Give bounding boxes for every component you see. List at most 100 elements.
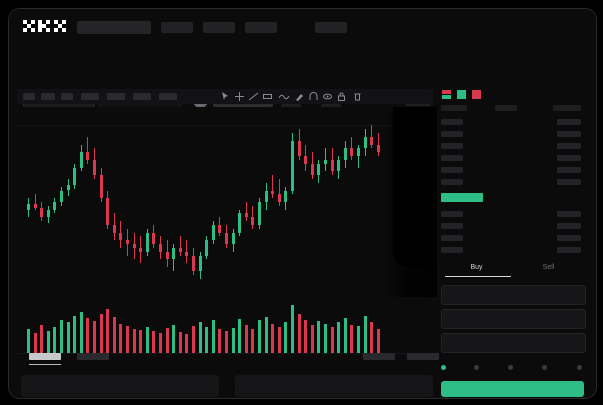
candle-wick	[34, 194, 36, 210]
okx-logo-icon[interactable]	[23, 19, 67, 33]
crosshair-icon[interactable]	[235, 92, 244, 101]
nav-trade[interactable]	[161, 22, 193, 33]
orderbook-bid-row[interactable]	[441, 223, 463, 229]
candle	[53, 198, 57, 214]
candle-wick	[305, 144, 307, 172]
candle-wick	[206, 236, 208, 260]
nav-earn[interactable]	[245, 22, 277, 33]
candle	[132, 232, 136, 260]
orderbook-bid-row[interactable]	[441, 235, 463, 241]
orderbook-col-total	[553, 105, 581, 111]
volume-bar	[284, 322, 288, 353]
cursor-icon[interactable]	[221, 92, 230, 101]
interval-chip-1[interactable]	[23, 93, 35, 100]
orders-tabs[interactable]	[17, 353, 439, 367]
interval-chip-5[interactable]	[107, 93, 125, 100]
volume-bar	[139, 330, 143, 353]
brush-icon[interactable]	[295, 92, 304, 101]
tab-assets[interactable]	[363, 353, 395, 360]
volume-bar	[271, 323, 275, 353]
slider-dot-50[interactable]	[508, 365, 513, 370]
candle	[238, 209, 242, 237]
orderbook-ask-row[interactable]	[441, 143, 463, 149]
volume-bar	[337, 322, 341, 353]
orderbook-bids-icon[interactable]	[456, 87, 467, 99]
candle-wick	[292, 133, 293, 195]
candle	[159, 236, 162, 260]
candle-wick	[377, 133, 379, 157]
chart-toolbar[interactable]	[17, 89, 433, 104]
slider-dot-100[interactable]	[577, 365, 582, 370]
candle-wick	[146, 228, 148, 256]
volume-bar	[376, 329, 380, 353]
orderbook-ask-row-total	[557, 167, 581, 173]
slider-dot-75[interactable]	[542, 365, 547, 370]
candle	[271, 175, 275, 199]
search-input[interactable]	[77, 21, 151, 34]
orderbook-bid-row-total	[557, 235, 581, 241]
interval-chip-2[interactable]	[41, 93, 55, 100]
tab-sell[interactable]: Sell	[542, 264, 555, 271]
candle	[27, 198, 30, 218]
orderbook-bid-row[interactable]	[441, 247, 463, 253]
tab-hide-other-pairs[interactable]	[407, 353, 439, 360]
orderbook-ask-row[interactable]	[441, 179, 463, 185]
magnet-icon[interactable]	[309, 92, 318, 101]
orderbook-ask-row[interactable]	[441, 155, 463, 161]
volume-bar	[231, 327, 235, 353]
volume-bar	[73, 315, 77, 353]
orderbook-ask-row[interactable]	[441, 131, 463, 137]
interval-chip-3[interactable]	[61, 93, 73, 100]
candle-wick	[344, 140, 346, 168]
candle	[119, 221, 123, 248]
nav-more[interactable]	[315, 22, 347, 33]
trendline-icon[interactable]	[249, 92, 258, 101]
orderbook-spread-row	[441, 193, 483, 202]
nav-markets[interactable]	[203, 22, 235, 33]
interval-chip-6[interactable]	[133, 93, 151, 100]
ruler-icon[interactable]	[263, 92, 272, 101]
orderbook-both-icon[interactable]	[441, 87, 452, 99]
trash-icon[interactable]	[353, 92, 362, 101]
candle-wick	[179, 236, 181, 256]
candle-wick	[232, 228, 234, 252]
candle	[185, 240, 189, 264]
tab-buy[interactable]: Buy	[470, 264, 483, 271]
candle	[198, 251, 202, 279]
orderbook-asks-icon[interactable]	[471, 87, 482, 99]
orderbook-ask-row[interactable]	[441, 167, 463, 173]
candlestick-chart[interactable]	[17, 107, 433, 357]
order-total-field[interactable]	[441, 333, 586, 353]
candle	[126, 228, 129, 256]
orderbook-ask-row[interactable]	[441, 119, 463, 125]
submit-buy-button[interactable]	[441, 381, 584, 397]
volume-bar	[238, 319, 242, 353]
wave-icon[interactable]	[279, 92, 290, 101]
candle	[46, 205, 50, 224]
lock-icon[interactable]	[337, 92, 346, 101]
tab-order-history[interactable]	[77, 353, 109, 360]
orderbook-panel: Buy Sell	[437, 85, 588, 397]
orderbook-view-tabs[interactable]	[441, 87, 501, 99]
candle	[172, 244, 176, 271]
candle	[264, 182, 268, 210]
volume-bar	[172, 324, 176, 353]
overlay-gradient	[385, 107, 437, 297]
order-amount-field[interactable]	[441, 309, 586, 329]
orderbook-bid-row[interactable]	[441, 211, 463, 217]
candle-wick	[47, 205, 49, 224]
volume-bar	[317, 321, 321, 353]
eye-icon[interactable]	[323, 92, 332, 101]
order-price-field[interactable]	[441, 285, 586, 305]
tab-open-orders[interactable]	[29, 353, 61, 360]
candle-wick	[318, 159, 320, 183]
candle	[218, 217, 222, 237]
interval-chip-4[interactable]	[81, 93, 99, 100]
volume-bar	[99, 313, 103, 353]
amount-slider[interactable]	[441, 363, 584, 373]
interval-chip-7[interactable]	[159, 93, 177, 100]
candle	[291, 133, 294, 195]
trade-form-tabs[interactable]: Buy Sell	[441, 261, 584, 279]
slider-dot-25[interactable]	[474, 365, 479, 370]
slider-dot-0[interactable]	[441, 365, 446, 370]
